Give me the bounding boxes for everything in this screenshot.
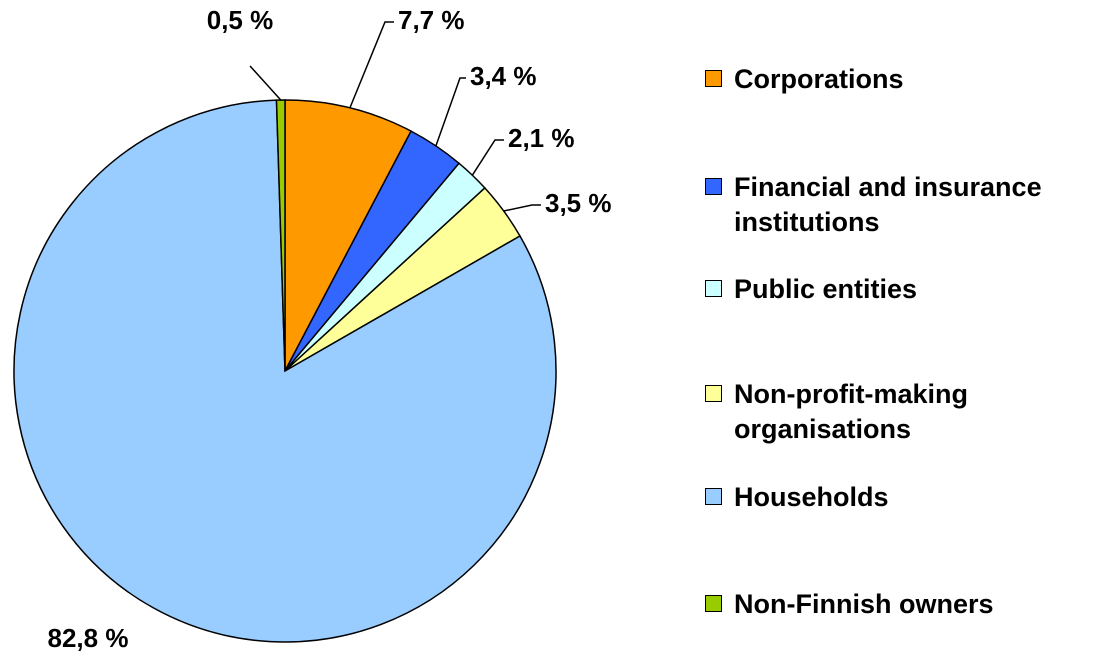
pie-slice xyxy=(275,99,286,372)
leader-line xyxy=(471,139,504,176)
legend-swatch xyxy=(705,488,722,505)
legend-item: Corporations xyxy=(705,62,1114,97)
legend-label: Households xyxy=(734,482,889,512)
data-label: 82,8 % xyxy=(48,623,129,653)
legend-swatch xyxy=(705,280,722,297)
legend-label: Corporations xyxy=(734,64,904,94)
data-label: 7,7 % xyxy=(398,5,465,35)
legend-label: Financial and insurance institutions xyxy=(734,172,1042,237)
legend-item: Financial and insurance institutions xyxy=(705,170,1106,240)
chart: 7,7 %3,4 % 2,1 % 3,5 % 82,8 % 0,5 % xyxy=(13,5,612,653)
legend-swatch xyxy=(705,178,722,195)
data-label: 3,4 % xyxy=(470,61,537,91)
legend-item: Public entities xyxy=(705,272,1114,307)
data-label: 3,5 % xyxy=(545,188,612,218)
legend-item: Households xyxy=(705,480,1114,515)
leader-line xyxy=(503,204,541,212)
legend-swatch xyxy=(705,595,722,612)
leader-line xyxy=(349,21,394,109)
data-label: 0,5 % xyxy=(207,5,274,35)
legend-label: Non-Finnish owners xyxy=(734,589,994,619)
leader-line xyxy=(435,77,466,147)
legend-swatch xyxy=(705,385,722,402)
pie-slice xyxy=(13,99,557,643)
legend-label: Non-profit-making organisations xyxy=(734,379,968,444)
legend-item: Non-Finnish owners xyxy=(705,587,1114,622)
legend-swatch xyxy=(705,70,722,87)
legend-label: Public entities xyxy=(734,274,918,304)
data-label: 2,1 % xyxy=(508,123,575,153)
leader-line xyxy=(249,65,282,101)
legend-item: Non-profit-making organisations xyxy=(705,377,1114,447)
